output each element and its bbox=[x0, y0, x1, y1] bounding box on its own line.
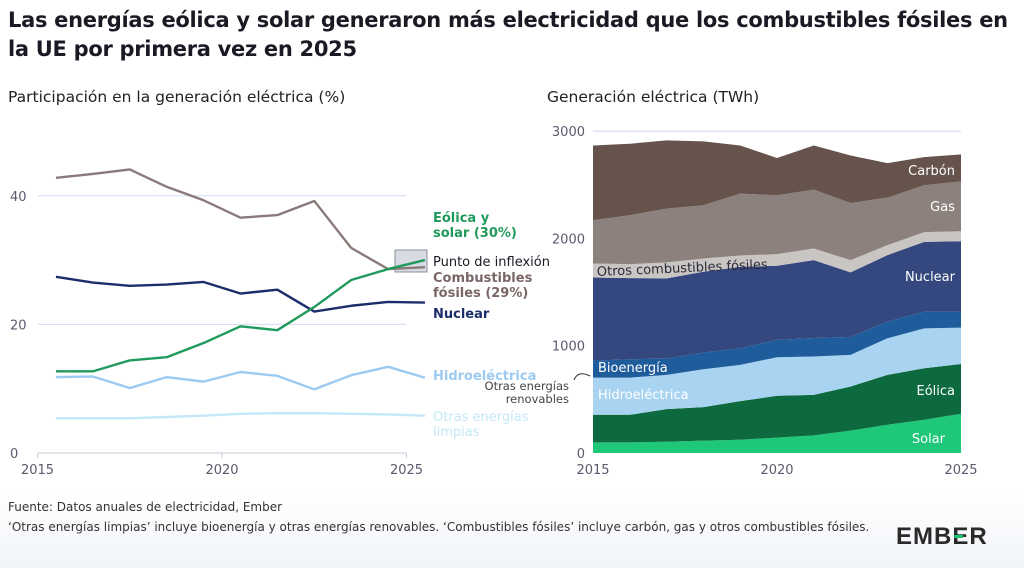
x-tick-label: 2020 bbox=[205, 463, 238, 478]
right-chart-title: Generación eléctrica (TWh) bbox=[547, 88, 760, 106]
area-hidroeléctrica bbox=[593, 327, 961, 415]
footer-background bbox=[0, 490, 1024, 568]
x-tick-label: 2015 bbox=[21, 463, 54, 478]
area-label: Gas bbox=[930, 200, 955, 215]
x-tick-label: 2015 bbox=[576, 463, 609, 478]
series-label: Otras energías limpias bbox=[433, 410, 529, 440]
other-renewables-annotation: Otras energías renovables bbox=[485, 379, 569, 406]
right-area-chart: 0 1000 2000 3000 2015 2020 2025 Solar Eólica Hidr… bbox=[485, 125, 978, 478]
x-tick-label: 2020 bbox=[760, 463, 793, 478]
area-label: Bioenergía bbox=[598, 361, 668, 376]
inflection-point-label: Punto de inflexión bbox=[433, 255, 550, 270]
series-label: Eólica y solar (30%) bbox=[433, 211, 517, 241]
series-line-2 bbox=[55, 275, 425, 313]
area-label: Carbón bbox=[908, 164, 955, 179]
area-eólica bbox=[593, 363, 961, 443]
note-text: ‘Otras energías limpias’ incluye bioener… bbox=[8, 520, 870, 534]
left-line-chart: 0 20 40 2015 2020 2025 Eólica y solar (30%) Comb… bbox=[10, 168, 550, 478]
series-label: Hidroeléctrica bbox=[433, 369, 536, 384]
y-tick-label: 20 bbox=[10, 318, 27, 333]
y-tick-label: 40 bbox=[10, 190, 27, 205]
x-tick-label: 2025 bbox=[390, 463, 423, 478]
y-tick-label: 1000 bbox=[552, 340, 585, 355]
series-label: Nuclear bbox=[433, 307, 490, 322]
series-line-3 bbox=[55, 365, 426, 391]
left-chart-title: Participación en la generación eléctrica… bbox=[8, 88, 346, 106]
area-label: Nuclear bbox=[905, 270, 956, 285]
ember-logo: EMBER bbox=[896, 523, 988, 550]
series-label: Combustibles fósiles (29%) bbox=[433, 271, 533, 301]
area-label: Hidroeléctrica bbox=[598, 388, 689, 403]
annotation-arrow bbox=[573, 373, 591, 381]
area-nuclear bbox=[593, 241, 961, 361]
area-label: Otros combustibles fósiles bbox=[597, 258, 769, 280]
x-tick-label: 2025 bbox=[944, 463, 977, 478]
series-line-4 bbox=[55, 411, 425, 420]
area-label: Eólica bbox=[916, 384, 955, 399]
area-otros-combustibles-fósiles bbox=[593, 231, 961, 279]
series-line-0 bbox=[55, 168, 426, 271]
y-tick-label: 2000 bbox=[552, 232, 585, 247]
footer: Fuente: Datos anuales de electricidad, E… bbox=[8, 497, 888, 537]
source-text: Fuente: Datos anuales de electricidad, E… bbox=[8, 500, 283, 514]
area-bioenergía bbox=[593, 311, 961, 378]
area-carbón bbox=[593, 140, 961, 221]
area-gas bbox=[593, 181, 961, 265]
y-tick-label: 3000 bbox=[552, 125, 585, 140]
chart-title: Las energías eólica y solar generaron má… bbox=[8, 8, 1008, 61]
y-tick-label: 0 bbox=[10, 447, 18, 462]
series-line-1 bbox=[55, 258, 426, 373]
y-tick-label: 0 bbox=[577, 447, 585, 462]
area-solar bbox=[593, 413, 961, 453]
area-label: Solar bbox=[912, 432, 946, 447]
